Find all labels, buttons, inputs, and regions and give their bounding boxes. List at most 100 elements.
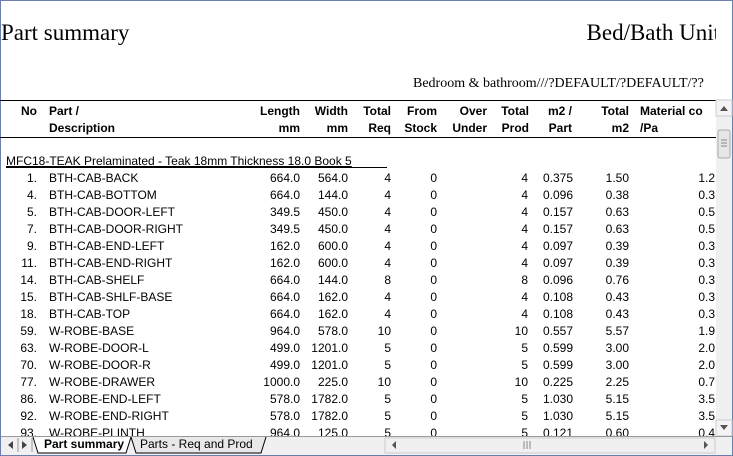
- horizontal-scrollbar[interactable]: [384, 437, 716, 454]
- column-header: Description: [49, 121, 115, 135]
- tab-bar: Part summary Parts - Req and Prod: [1, 436, 732, 455]
- cell: 0: [430, 222, 437, 236]
- cell: 5.15: [606, 409, 630, 423]
- part-description: W-ROBE-END-RIGHT: [49, 409, 169, 423]
- cell: 3.5: [698, 409, 715, 423]
- cell: 0: [430, 375, 437, 389]
- scroll-left[interactable]: [392, 441, 396, 449]
- cell: 4: [521, 256, 528, 270]
- cell: 4.: [27, 188, 37, 202]
- cell: 4: [384, 290, 391, 304]
- tab-next[interactable]: [22, 441, 27, 449]
- scroll-thumb[interactable]: [717, 129, 731, 159]
- column-header: Length: [260, 104, 300, 118]
- cell: 0: [430, 409, 437, 423]
- cell: 349.5: [270, 222, 300, 236]
- cell: 0.76: [606, 273, 630, 287]
- cell: 8: [384, 273, 391, 287]
- cell: 3.00: [606, 341, 630, 355]
- cell: 5: [384, 409, 391, 423]
- cell: 11.: [21, 256, 37, 270]
- tab-label[interactable]: Part summary: [44, 437, 124, 451]
- column-header: Total: [601, 104, 629, 118]
- cell: 162.0: [318, 290, 348, 304]
- cell: 10: [515, 324, 529, 338]
- cell: 1782.0: [311, 409, 348, 423]
- tab[interactable]: [130, 436, 267, 454]
- cell: 5: [384, 341, 391, 355]
- part-description: W-ROBE-DRAWER: [49, 375, 155, 389]
- cell: 0.599: [543, 341, 573, 355]
- cell: 14.: [20, 273, 37, 287]
- cell: 5: [384, 358, 391, 372]
- cell: 4: [384, 239, 391, 253]
- thumb-grip: [721, 139, 727, 147]
- cell: 0: [430, 392, 437, 406]
- cell: 2.0: [698, 341, 715, 355]
- cell: 77.: [20, 375, 37, 389]
- cell: 0: [430, 341, 437, 355]
- cell: 70.: [20, 358, 37, 372]
- column-header: Total: [363, 104, 391, 118]
- cell: 0: [430, 290, 437, 304]
- column-header: Prod: [502, 121, 529, 135]
- cell: 0.225: [543, 375, 573, 389]
- cell: 578.0: [270, 392, 300, 406]
- part-description: BTH-CAB-SHLF-BASE: [49, 290, 172, 304]
- cell: 4: [521, 307, 528, 321]
- cell: 0.096: [543, 273, 573, 287]
- cell: 1.030: [543, 409, 573, 423]
- cell: 0.7: [698, 375, 715, 389]
- cell: 0.3: [698, 188, 715, 202]
- cell: 0.108: [543, 290, 573, 304]
- cell: 0: [430, 239, 437, 253]
- cell: 0.557: [543, 324, 573, 338]
- tab-prev[interactable]: [8, 441, 13, 449]
- cell: 1.030: [543, 392, 573, 406]
- cell: 10: [378, 324, 392, 338]
- column-header: m2 /: [548, 104, 573, 118]
- report-title: Part summary: [1, 20, 130, 45]
- cell: 125.0: [318, 426, 348, 440]
- part-description: BTH-CAB-END-LEFT: [49, 239, 165, 253]
- cell: 964.0: [270, 426, 300, 440]
- part-description: W-ROBE-END-LEFT: [49, 392, 161, 406]
- cell: 0: [430, 358, 437, 372]
- cell: 1000.0: [263, 375, 300, 389]
- cell: 4: [521, 171, 528, 185]
- column-header: mm: [279, 121, 300, 135]
- cell: 664.0: [270, 273, 300, 287]
- column-header: Part: [549, 121, 572, 135]
- part-description: W-ROBE-BASE: [49, 324, 134, 338]
- cell: 0: [430, 307, 437, 321]
- tab-label[interactable]: Parts - Req and Prod: [140, 437, 253, 451]
- cell: 664.0: [270, 171, 300, 185]
- column-header: m2: [612, 121, 630, 135]
- cell: 1.2: [698, 171, 715, 185]
- part-description: BTH-CAB-DOOR-LEFT: [49, 205, 176, 219]
- scroll-right[interactable]: [704, 441, 708, 449]
- cell: 0: [430, 273, 437, 287]
- cell: 4: [384, 256, 391, 270]
- vertical-scrollbar[interactable]: [715, 99, 733, 437]
- cell: 4: [384, 205, 391, 219]
- cell: 144.0: [318, 273, 348, 287]
- cell: 0: [430, 188, 437, 202]
- cell: 578.0: [318, 324, 348, 338]
- cell: 9.: [27, 239, 37, 253]
- active-tab[interactable]: [32, 436, 132, 454]
- cell: 4: [384, 222, 391, 236]
- part-description: BTH-CAB-TOP: [49, 307, 130, 321]
- column-header: Over: [460, 104, 488, 118]
- hscroll-grip: [523, 441, 531, 449]
- cell: 3.5: [698, 392, 715, 406]
- report-subtitle: Bedroom & bathroom///?DEFAULT/?DEFAULT/?…: [413, 76, 704, 91]
- cell: 0.3: [698, 290, 715, 304]
- group-heading: MFC18-TEAK Prelaminated - Teak 18mm Thic…: [6, 154, 352, 168]
- part-description: BTH-CAB-BOTTOM: [49, 188, 157, 202]
- part-description: W-ROBE-DOOR-L: [49, 341, 149, 355]
- column-header: Req: [368, 121, 391, 135]
- column-header: mm: [327, 121, 348, 135]
- cell: 0.43: [606, 307, 630, 321]
- cell: 63.: [20, 341, 37, 355]
